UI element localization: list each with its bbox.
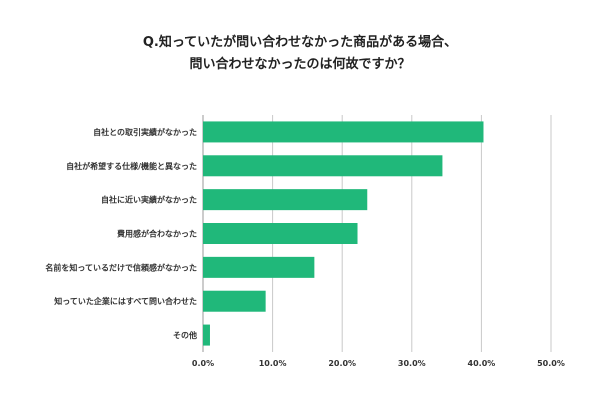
category-label: 名前を知っているだけで信頼感がなかった: [45, 262, 197, 272]
category-label: 費用感が合わなかった: [117, 229, 197, 239]
bar: [203, 290, 266, 312]
bar: [203, 256, 315, 278]
chart-title-line-2: 問い合わせなかったのは何故ですか？: [189, 57, 411, 72]
category-label: 自社が希望する仕様/機能と異なった: [66, 161, 197, 171]
x-tick-label: 20.0%: [328, 359, 356, 368]
x-tick-label: 30.0%: [398, 359, 426, 368]
bar: [203, 223, 358, 244]
category-label: その他: [173, 330, 197, 340]
bar: [203, 189, 368, 211]
category-label: 自社に近い実績がなかった: [101, 195, 197, 205]
bar: [203, 155, 443, 177]
chart-title: Q.知っていたが問い合わせなかった商品がある場合、 問い合わせなかったのは何故で…: [0, 32, 600, 76]
chart-title-line-1: Q.知っていたが問い合わせなかった商品がある場合、: [142, 35, 458, 50]
x-tick-label: 10.0%: [259, 359, 287, 368]
x-tick-label: 0.0%: [192, 359, 214, 368]
category-label: 知っていた企業にはすべて問い合わせた: [54, 296, 197, 306]
x-tick-label: 50.0%: [537, 359, 565, 368]
category-label: 自社との取引実績がなかった: [93, 127, 197, 137]
x-tick-label: 40.0%: [468, 359, 496, 368]
bar: [203, 121, 484, 143]
bar: [203, 324, 210, 346]
